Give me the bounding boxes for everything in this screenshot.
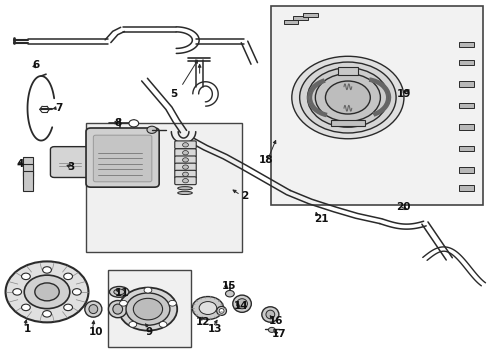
FancyBboxPatch shape (174, 177, 196, 185)
Text: 19: 19 (396, 89, 411, 99)
Bar (22, 164, 33, 184)
FancyBboxPatch shape (174, 149, 196, 157)
Text: 18: 18 (259, 155, 273, 165)
Circle shape (129, 120, 139, 127)
Circle shape (182, 165, 188, 169)
Bar (458, 41, 473, 47)
FancyBboxPatch shape (50, 147, 90, 177)
Ellipse shape (236, 299, 247, 309)
Ellipse shape (216, 306, 226, 315)
FancyBboxPatch shape (174, 156, 196, 164)
Bar (458, 145, 473, 151)
Circle shape (307, 68, 387, 127)
Circle shape (268, 327, 275, 332)
Circle shape (63, 304, 72, 311)
Ellipse shape (108, 301, 127, 318)
Text: 16: 16 (268, 316, 283, 325)
Ellipse shape (232, 295, 251, 312)
Circle shape (42, 311, 51, 317)
Circle shape (168, 300, 176, 306)
Circle shape (144, 287, 152, 293)
Ellipse shape (219, 309, 224, 313)
Text: 17: 17 (272, 329, 286, 339)
Bar (283, 20, 298, 24)
Ellipse shape (177, 191, 192, 194)
Text: 1: 1 (24, 324, 31, 334)
Circle shape (72, 289, 81, 295)
FancyBboxPatch shape (93, 135, 152, 182)
Bar (458, 124, 473, 130)
Ellipse shape (261, 307, 278, 322)
Ellipse shape (89, 305, 98, 314)
Circle shape (21, 304, 30, 311)
Circle shape (42, 267, 51, 273)
Circle shape (325, 81, 369, 114)
Circle shape (182, 172, 188, 176)
Bar (293, 16, 307, 21)
Bar (458, 59, 473, 65)
Circle shape (299, 62, 395, 133)
Circle shape (133, 298, 162, 320)
Bar (271, 6, 483, 205)
Text: 6: 6 (33, 60, 40, 70)
Circle shape (182, 158, 188, 162)
Ellipse shape (265, 310, 274, 319)
Text: 21: 21 (314, 215, 328, 224)
Circle shape (147, 126, 157, 134)
Bar (108, 270, 190, 347)
Text: 8: 8 (114, 118, 121, 128)
Circle shape (120, 300, 127, 306)
Circle shape (199, 302, 216, 315)
Circle shape (291, 56, 403, 139)
Bar (86, 123, 242, 252)
Text: 14: 14 (233, 301, 248, 311)
Bar (22, 157, 33, 176)
FancyBboxPatch shape (86, 128, 159, 187)
Ellipse shape (109, 287, 129, 297)
Circle shape (119, 288, 177, 330)
Ellipse shape (114, 289, 124, 295)
Bar (458, 81, 473, 87)
Circle shape (182, 143, 188, 147)
Bar (458, 185, 473, 191)
Circle shape (182, 179, 188, 183)
Circle shape (21, 273, 30, 280)
Text: 3: 3 (68, 162, 75, 172)
Text: 4: 4 (17, 159, 24, 169)
Circle shape (5, 261, 88, 322)
FancyBboxPatch shape (174, 163, 196, 171)
Text: 5: 5 (170, 89, 177, 99)
Circle shape (24, 275, 70, 309)
Circle shape (126, 293, 169, 325)
Bar (22, 171, 33, 191)
FancyBboxPatch shape (174, 141, 196, 149)
Text: 12: 12 (195, 317, 210, 327)
Circle shape (315, 73, 380, 121)
Bar (337, 67, 357, 75)
Circle shape (225, 291, 234, 297)
Ellipse shape (84, 301, 102, 317)
FancyBboxPatch shape (174, 170, 196, 178)
Circle shape (182, 150, 188, 155)
Circle shape (35, 283, 59, 301)
Bar (303, 13, 317, 17)
Text: 20: 20 (395, 202, 409, 212)
Text: 2: 2 (241, 191, 247, 201)
Text: 10: 10 (88, 327, 103, 337)
Bar (330, 120, 364, 126)
Ellipse shape (113, 304, 122, 314)
Ellipse shape (177, 186, 192, 190)
Text: 9: 9 (145, 327, 153, 337)
Circle shape (63, 273, 72, 280)
Text: 13: 13 (207, 324, 222, 334)
Circle shape (129, 321, 137, 327)
Bar (458, 103, 473, 108)
Text: 11: 11 (114, 288, 129, 298)
Circle shape (192, 297, 223, 319)
Circle shape (13, 289, 21, 295)
Text: 15: 15 (221, 281, 236, 291)
Text: 7: 7 (56, 103, 63, 113)
Bar (458, 167, 473, 173)
Circle shape (159, 321, 166, 327)
